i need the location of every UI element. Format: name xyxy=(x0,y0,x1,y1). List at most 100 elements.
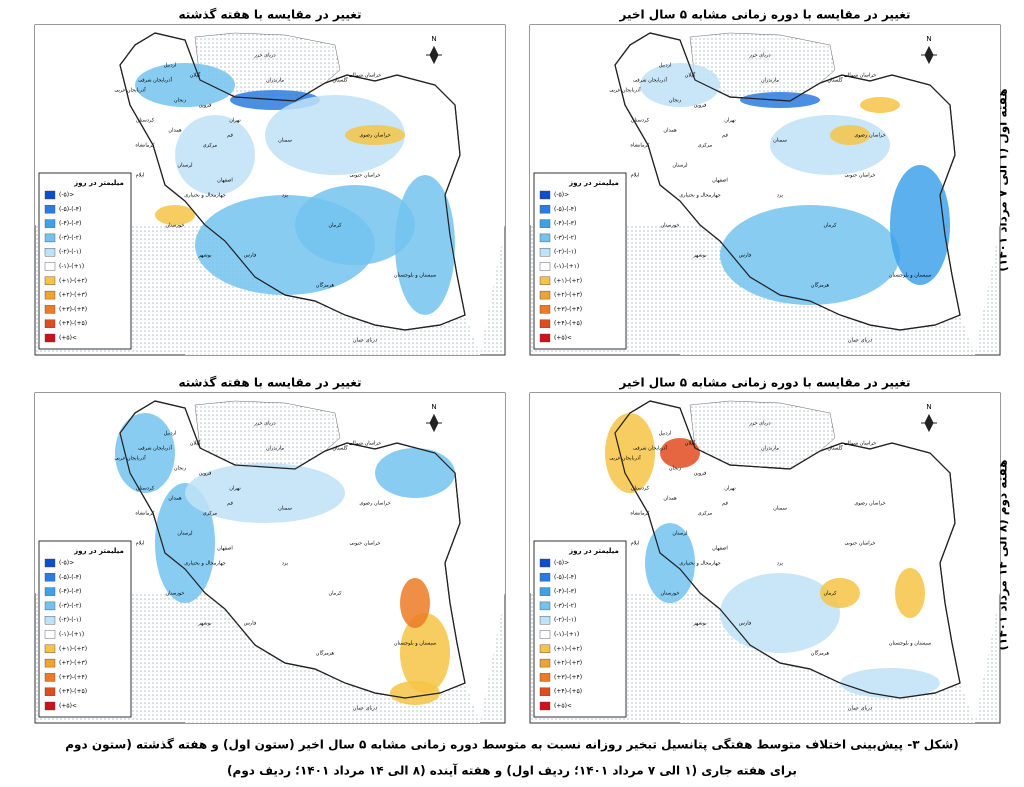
anomaly-area xyxy=(175,115,255,195)
place-label: اردبیل xyxy=(659,431,672,437)
place-label: مازندران xyxy=(761,78,779,84)
place-label: آذربایجان شرقی xyxy=(138,77,172,84)
map: دریای خزر دریای عمان خراسان شمالی خراسان رض… xyxy=(34,24,506,356)
place-label: آذربایجان شرقی xyxy=(138,445,172,452)
place-label: سیستان و بلوچستان xyxy=(889,641,931,647)
legend-label: (-۳)-(-۲) xyxy=(554,602,576,609)
legend-swatch xyxy=(44,219,56,228)
place-label: کردستان xyxy=(631,486,650,492)
legend-swatch xyxy=(539,630,551,639)
legend-swatch xyxy=(44,601,56,611)
anomaly-area xyxy=(840,668,940,698)
legend: میلیمتر در روز (-۵)> (-۵)-(-۴) (-۴)-(-۳) (-۳… xyxy=(533,172,627,350)
legend-swatch xyxy=(44,276,56,286)
legend-swatch xyxy=(539,190,551,200)
legend-label: (-۲)-(-۱) xyxy=(59,617,81,624)
legend-swatch xyxy=(539,305,551,314)
place-label: دریای عمان xyxy=(848,706,872,712)
legend-swatch xyxy=(44,233,56,243)
legend-swatch xyxy=(44,205,56,214)
place-label: سمنان xyxy=(773,138,787,144)
place-label: فارس xyxy=(244,253,257,259)
place-label: سمنان xyxy=(278,138,292,144)
place-label: قزوین xyxy=(694,471,707,477)
place-label: سمنان xyxy=(773,506,787,512)
compass xyxy=(426,413,442,433)
place-label: قزوین xyxy=(694,103,707,109)
place-label: گلستان xyxy=(827,445,843,452)
legend-label: (-۵)> xyxy=(59,192,74,199)
gulf xyxy=(185,593,480,723)
place-label: تهران xyxy=(724,486,736,492)
place-label: قم xyxy=(722,133,728,139)
anomaly-area xyxy=(345,125,405,145)
legend-label: (+۱)-(+۲) xyxy=(59,277,87,284)
place-label: تهران xyxy=(724,118,736,124)
place-label: اردبیل xyxy=(659,63,672,69)
anomaly-area xyxy=(375,448,455,498)
place-label: آذربایجان غربی xyxy=(114,455,146,462)
place-label: کرمان xyxy=(328,591,342,597)
place-label: گیلان xyxy=(685,440,696,447)
legend-label: (-۵)-(-۴) xyxy=(59,206,81,213)
place-label: کردستان xyxy=(631,118,650,124)
legend-title: میلیمتر در روز xyxy=(568,179,619,187)
legend-label: (-۱)-(+۱) xyxy=(554,631,579,638)
legend-label: (-۴)-(-۳) xyxy=(59,220,81,227)
anomaly-area xyxy=(390,681,440,705)
legend-swatch xyxy=(539,558,551,568)
legend-swatch xyxy=(539,673,551,682)
place-label: دریای عمان xyxy=(353,338,377,344)
legend-label: (-۳)-(-۲) xyxy=(59,602,81,609)
place-label: بوشهر xyxy=(692,621,706,627)
legend-swatch xyxy=(44,333,56,343)
place-label: خراسان رضوی xyxy=(359,133,390,139)
place-label: چهارمحال و بختیاری xyxy=(184,193,225,199)
legend: میلیمتر در روز (-۵)> (-۵)-(-۴) (-۴)-(-۳) (-۳… xyxy=(38,172,132,350)
legend-label: (-۲)-(-۱) xyxy=(554,249,576,256)
place-label: ایلام xyxy=(631,541,640,547)
legend: میلیمتر در روز (-۵)> (-۵)-(-۴) (-۴)-(-۳) (-۳… xyxy=(533,540,627,718)
map: دریای خزر دریای عمان خراسان شمالی خراسان رض… xyxy=(34,392,506,724)
place-label: دریای عمان xyxy=(848,338,872,344)
place-label: بوشهر xyxy=(692,253,706,259)
place-label: لرستان xyxy=(177,163,193,169)
legend-title: میلیمتر در روز xyxy=(73,179,124,187)
border xyxy=(614,400,961,699)
place-label: خراسان جنوبی xyxy=(350,173,381,179)
legend-swatch xyxy=(539,587,551,596)
legend-label: (-۵)> xyxy=(59,560,74,567)
place-label: چهارمحال و بختیاری xyxy=(679,193,720,199)
place-label: تهران xyxy=(229,118,241,124)
place-label: دریای خزر xyxy=(748,421,770,427)
place-label: آذربایجان شرقی xyxy=(633,445,667,452)
place-label: زنجان xyxy=(669,466,682,472)
place-label: خوزستان xyxy=(166,223,185,229)
compass-label: N xyxy=(926,403,931,411)
legend-label: (-۳)-(-۲) xyxy=(59,234,81,241)
legend-swatch xyxy=(539,276,551,286)
place-label: همدان xyxy=(663,496,677,502)
place-label: اصفهان xyxy=(712,546,728,552)
legend-swatch xyxy=(539,573,551,582)
anomaly-area xyxy=(185,463,345,523)
legend-label: (+۳)-(+۴) xyxy=(59,306,87,313)
place-label: بوشهر xyxy=(197,253,211,259)
anomaly-area xyxy=(890,165,950,285)
place-label: همدان xyxy=(168,496,182,502)
legend-swatch xyxy=(539,658,551,668)
legend-label: (-۳)-(-۲) xyxy=(554,234,576,241)
place-label: مرکزی xyxy=(203,143,218,149)
legend-swatch xyxy=(539,262,551,271)
place-label: خراسان جنوبی xyxy=(350,541,381,547)
place-label: اردبیل xyxy=(164,431,177,437)
place-label: قم xyxy=(227,501,233,507)
compass-label: N xyxy=(926,35,931,43)
compass-label: N xyxy=(431,403,436,411)
compass xyxy=(426,45,442,65)
legend-swatch xyxy=(44,701,56,711)
legend-label: (+۴)-(+۵) xyxy=(554,320,582,327)
legend-label: (-۴)-(-۳) xyxy=(554,588,576,595)
legend-label: (+۴)-(+۵) xyxy=(59,688,87,695)
place-label: اصفهان xyxy=(712,178,728,184)
